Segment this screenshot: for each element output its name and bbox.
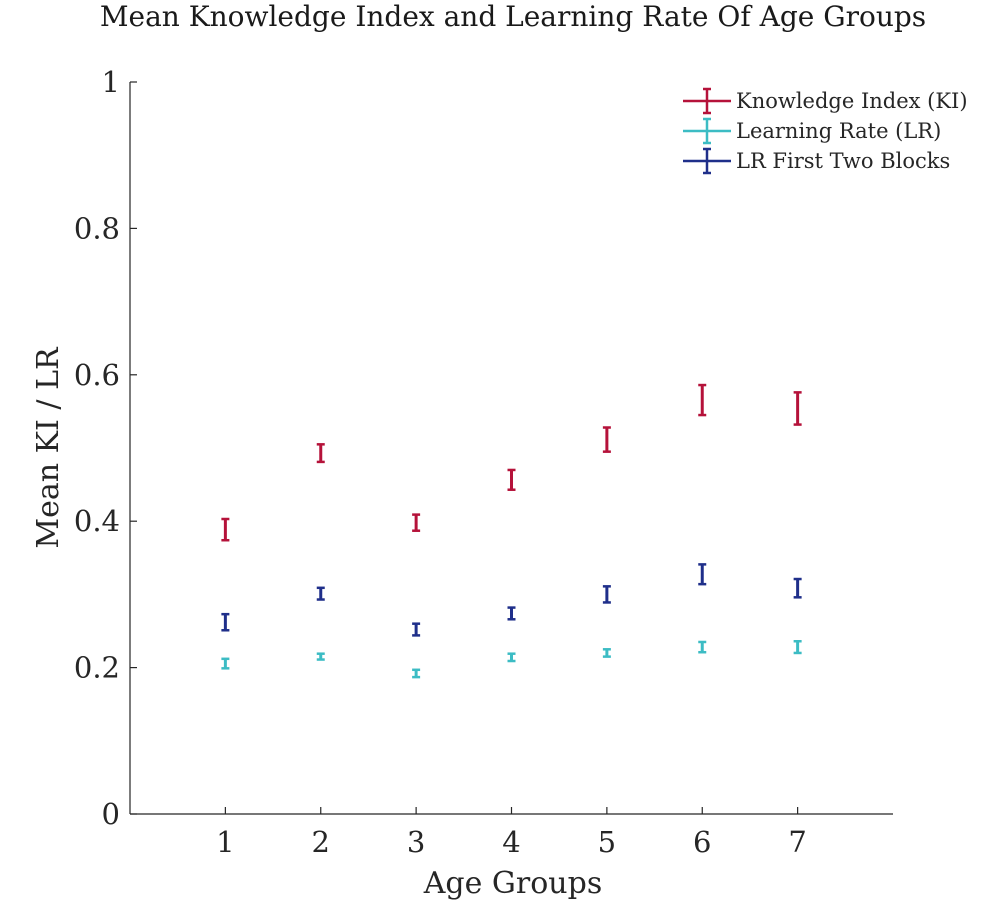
series-3-errorbars xyxy=(221,563,802,637)
x-tick-label: 5 xyxy=(598,825,616,859)
errorbar-point xyxy=(412,622,421,637)
x-tick-label: 7 xyxy=(788,825,806,859)
errorbar-series xyxy=(221,383,802,679)
errorbar-point xyxy=(316,586,325,601)
legend-label: Learning Rate (LR) xyxy=(736,119,941,143)
errorbar-point xyxy=(602,585,611,604)
errorbar-point xyxy=(507,606,516,621)
y-tick-label: 0 xyxy=(102,797,120,831)
errorbar-point xyxy=(412,513,421,532)
errorbar-point xyxy=(221,657,230,670)
errorbar-point xyxy=(602,426,611,453)
series-2-errorbars xyxy=(221,639,802,679)
y-tick-label: 0.6 xyxy=(74,358,120,392)
errorbar-point xyxy=(507,468,516,491)
errorbar-point xyxy=(698,640,707,654)
x-axis-title: Age Groups xyxy=(423,866,602,901)
x-tick-label: 4 xyxy=(502,825,520,859)
errorbar-point xyxy=(221,517,230,542)
legend-item: Knowledge Index (KI) xyxy=(683,87,968,115)
x-tick-label: 2 xyxy=(312,825,330,859)
legend-label: LR First Two Blocks xyxy=(736,149,950,173)
x-tick-label: 1 xyxy=(216,825,234,859)
errorbar-point xyxy=(793,391,802,426)
errorbar-point xyxy=(221,612,230,632)
x-tick-label: 6 xyxy=(693,825,711,859)
x-ticks: 1 2 3 4 5 6 7 xyxy=(216,807,807,859)
legend-item: Learning Rate (LR) xyxy=(683,117,941,145)
chart-legend: Knowledge Index (KI) Learning Rate (LR) LR… xyxy=(683,87,968,175)
y-tick-label: 0.8 xyxy=(74,211,120,245)
errorbar-point xyxy=(316,652,325,661)
y-ticks: 0 0.2 0.4 0.6 0.8 1 xyxy=(74,65,137,831)
errorbar-point xyxy=(507,652,516,663)
x-tick-label: 3 xyxy=(407,825,425,859)
errorbar-point xyxy=(698,383,707,417)
y-tick-label: 0.4 xyxy=(74,504,120,538)
errorbar-point xyxy=(602,648,611,658)
errorbar-point xyxy=(698,563,707,586)
errorbar-point xyxy=(412,668,421,679)
y-tick-label: 1 xyxy=(102,65,120,99)
legend-item: LR First Two Blocks xyxy=(683,147,950,175)
errorbar-point xyxy=(316,443,325,464)
legend-label: Knowledge Index (KI) xyxy=(736,89,968,113)
errorbar-point xyxy=(793,577,802,599)
chart-title: Mean Knowledge Index and Learning Rate O… xyxy=(100,0,926,33)
series-1-errorbars xyxy=(221,383,802,542)
y-tick-label: 0.2 xyxy=(74,651,120,685)
y-axis-title: Mean KI / LR xyxy=(31,346,66,549)
errorbar-point xyxy=(793,639,802,655)
